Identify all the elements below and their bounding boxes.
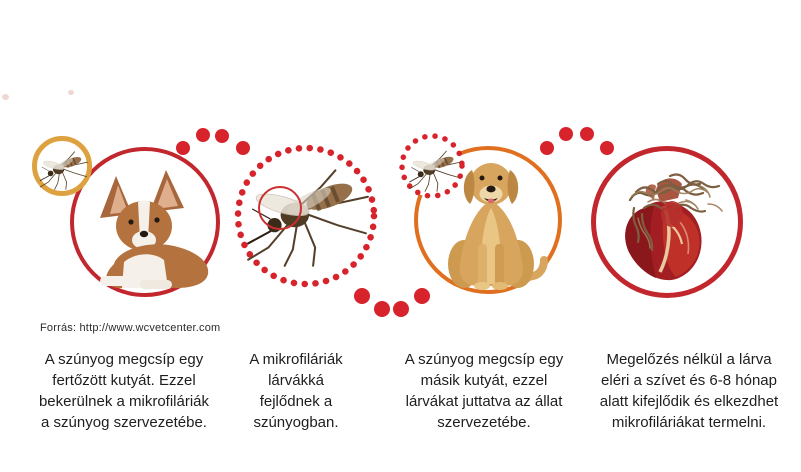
connector-dot bbox=[600, 141, 614, 155]
connector-dot bbox=[540, 141, 554, 155]
stray-speck bbox=[68, 90, 74, 95]
source-url: Forrás: http://www.wcvetcenter.com bbox=[40, 322, 221, 334]
caption-step-4: Megelőzés nélkül a lárva eléri a szívet … bbox=[599, 351, 779, 431]
labrador-dog-illustration bbox=[448, 163, 548, 290]
connector-dot bbox=[354, 288, 370, 304]
connector-dot bbox=[559, 127, 573, 141]
connector-dot bbox=[393, 301, 409, 317]
stage3-circle bbox=[414, 146, 562, 294]
heartworm-heart-illustration bbox=[625, 173, 723, 281]
stage2-dotted-circle bbox=[234, 144, 378, 288]
caption-step-1: A szúnyog megcsíp egy fertőzött kutyát. … bbox=[38, 351, 210, 431]
connector-dot bbox=[580, 127, 594, 141]
stage4-circle bbox=[591, 146, 743, 298]
connector-dot bbox=[236, 141, 250, 155]
mosquito-icon bbox=[409, 150, 461, 192]
stage1-circle bbox=[70, 147, 220, 297]
connector-dot bbox=[176, 141, 190, 155]
mosquito-icon bbox=[39, 151, 88, 190]
mosquito-highlight-ring bbox=[258, 186, 302, 230]
corgi-dog-illustration bbox=[100, 170, 209, 289]
caption-step-3: A szúnyog megcsíp egy másik kutyát, ezze… bbox=[404, 351, 564, 431]
connector-dot bbox=[215, 129, 229, 143]
caption-step-2: A mikrofiláriák lárvákká fejlődnek a szú… bbox=[249, 351, 343, 431]
connector-dot bbox=[374, 301, 390, 317]
connector-dot bbox=[414, 288, 430, 304]
connector-dot bbox=[196, 128, 210, 142]
stray-speck bbox=[2, 94, 9, 100]
